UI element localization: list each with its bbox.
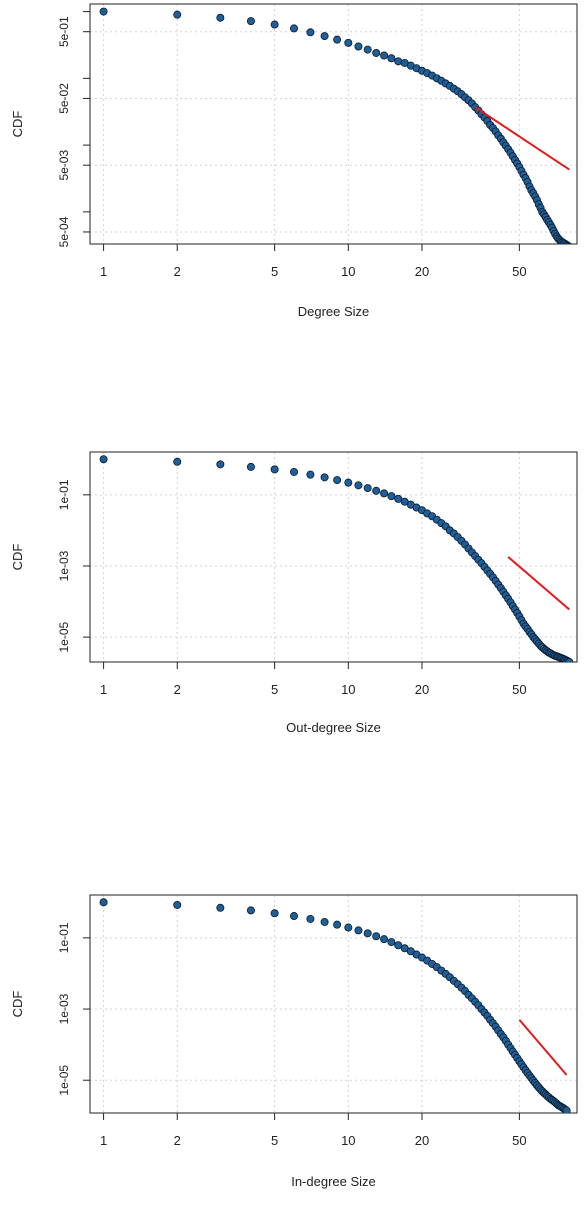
data-point [372, 486, 381, 495]
y-axis-title: CDF [10, 991, 25, 1018]
data-point [380, 51, 389, 60]
x-tick-label: 2 [174, 682, 181, 697]
data-point [320, 917, 329, 926]
data-point [216, 460, 225, 469]
data-point [344, 478, 353, 487]
y-tick-label: 5e-03 [57, 150, 71, 181]
data-point [372, 932, 381, 941]
x-tick-label: 1 [100, 682, 107, 697]
data-point [270, 909, 279, 918]
data-point [562, 1106, 571, 1113]
data-point [380, 935, 389, 944]
y-tick-label: 1e-05 [57, 1065, 71, 1096]
data-point [99, 898, 108, 907]
y-tick-label: 1e-03 [57, 993, 71, 1024]
x-tick-label: 5 [271, 264, 278, 279]
data-point [270, 20, 279, 29]
data-point [306, 470, 315, 479]
x-tick-label: 20 [415, 1133, 429, 1148]
data-point [246, 906, 255, 915]
data-point [354, 42, 363, 51]
data-point [354, 926, 363, 935]
y-tick-label: 5e-02 [57, 83, 71, 114]
fit-line [507, 556, 570, 611]
chart-panel-1: 1 2 5 10 20 50 5e-04 5e-03 5e-02 5e-01 Degree Size… [10, 3, 578, 319]
y-tick-label: 5e-04 [57, 216, 71, 247]
data-point [333, 35, 342, 44]
data-point [173, 10, 182, 19]
data-point [333, 476, 342, 485]
plot-marks [99, 898, 571, 1113]
y-axis-title: CDF [10, 111, 25, 138]
x-axis-title: Degree Size [298, 304, 370, 319]
data-point [363, 929, 372, 938]
y-axis-title: CDF [10, 544, 25, 571]
data-point [216, 13, 225, 22]
data-point [363, 484, 372, 493]
data-point [363, 45, 372, 54]
y-tick-label: 1e-01 [57, 479, 71, 510]
data-point [333, 920, 342, 929]
y-tick-label: 1e-01 [57, 922, 71, 953]
data-point [306, 28, 315, 37]
x-tick-label: 1 [100, 264, 107, 279]
x-tick-label: 20 [415, 264, 429, 279]
plot-marks [99, 7, 573, 244]
data-point [99, 7, 108, 16]
y-tick-label: 1e-05 [57, 621, 71, 652]
x-tick-label: 50 [512, 1133, 526, 1148]
data-point [387, 492, 396, 501]
plot-frame [89, 894, 578, 1114]
data-point [565, 658, 574, 662]
data-point [320, 473, 329, 482]
data-point [290, 912, 299, 921]
data-point [394, 941, 403, 950]
data-point [354, 481, 363, 490]
data-point [173, 900, 182, 909]
data-point [344, 923, 353, 932]
data-point [306, 914, 315, 923]
x-tick-label: 10 [341, 1133, 355, 1148]
data-point [246, 17, 255, 26]
data-point [246, 462, 255, 471]
x-tick-label: 5 [271, 682, 278, 697]
plot-marks [99, 455, 574, 662]
fit-line [474, 106, 570, 171]
x-tick-label: 10 [341, 682, 355, 697]
x-axis-title: In-degree Size [291, 1174, 376, 1189]
data-point [270, 465, 279, 474]
x-axis-title: Out-degree Size [286, 720, 381, 735]
y-tick-label: 5e-01 [57, 16, 71, 47]
plot-frame [89, 3, 578, 245]
x-tick-label: 2 [174, 264, 181, 279]
plot-frame [89, 451, 578, 663]
chart-panel-3: 1 2 5 10 20 50 1e-05 1e-03 1e-01 In-degree Size CD… [10, 894, 578, 1189]
data-point [216, 903, 225, 912]
y-tick-label: 1e-03 [57, 550, 71, 581]
data-point [566, 242, 573, 244]
x-tick-label: 50 [512, 682, 526, 697]
x-tick-label: 2 [174, 1133, 181, 1148]
data-point [173, 457, 182, 466]
data-point [99, 455, 108, 464]
x-tick-label: 5 [271, 1133, 278, 1148]
data-point [290, 24, 299, 33]
data-point [290, 467, 299, 476]
x-tick-label: 10 [341, 264, 355, 279]
data-point [344, 38, 353, 47]
fit-line [518, 1019, 568, 1076]
data-point [372, 48, 381, 57]
x-tick-label: 20 [415, 682, 429, 697]
x-tick-label: 50 [512, 264, 526, 279]
data-point [320, 32, 329, 41]
data-point [387, 54, 396, 63]
data-point [394, 57, 403, 66]
data-point [387, 938, 396, 947]
data-point [394, 494, 403, 503]
data-point [380, 489, 389, 498]
x-tick-label: 1 [100, 1133, 107, 1148]
chart-panel-2: 1 2 5 10 20 50 1e-05 1e-03 1e-01 Out-degree Size C… [10, 451, 578, 735]
